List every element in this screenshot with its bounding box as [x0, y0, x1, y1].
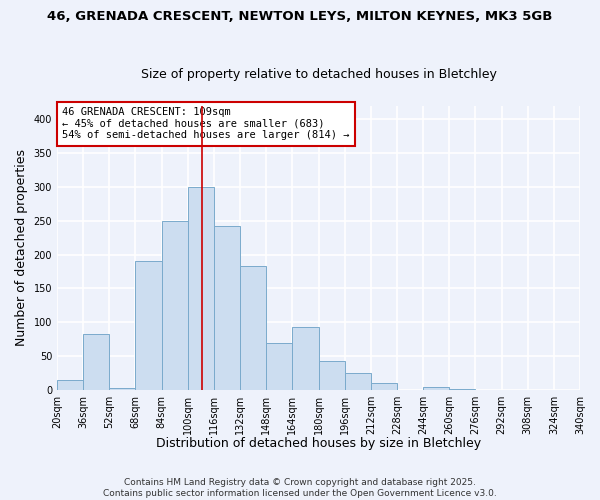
Bar: [188, 187, 214, 390]
Text: 46, GRENADA CRESCENT, NEWTON LEYS, MILTON KEYNES, MK3 5GB: 46, GRENADA CRESCENT, NEWTON LEYS, MILTO…: [47, 10, 553, 23]
Text: Contains HM Land Registry data © Crown copyright and database right 2025.
Contai: Contains HM Land Registry data © Crown c…: [103, 478, 497, 498]
Bar: [109, 388, 136, 390]
Bar: [266, 342, 292, 390]
Bar: [214, 226, 240, 390]
Bar: [344, 373, 371, 390]
Bar: [371, 382, 397, 390]
Y-axis label: Number of detached properties: Number of detached properties: [15, 150, 28, 346]
Bar: [319, 361, 344, 390]
Bar: [423, 386, 449, 390]
Text: 46 GRENADA CRESCENT: 109sqm
← 45% of detached houses are smaller (683)
54% of se: 46 GRENADA CRESCENT: 109sqm ← 45% of det…: [62, 107, 350, 140]
Bar: [161, 221, 188, 390]
Bar: [136, 262, 161, 390]
Bar: [240, 266, 266, 390]
Bar: [83, 334, 109, 390]
Title: Size of property relative to detached houses in Bletchley: Size of property relative to detached ho…: [140, 68, 496, 81]
Bar: [57, 380, 83, 390]
X-axis label: Distribution of detached houses by size in Bletchley: Distribution of detached houses by size …: [156, 437, 481, 450]
Bar: [292, 327, 319, 390]
Bar: [449, 388, 475, 390]
